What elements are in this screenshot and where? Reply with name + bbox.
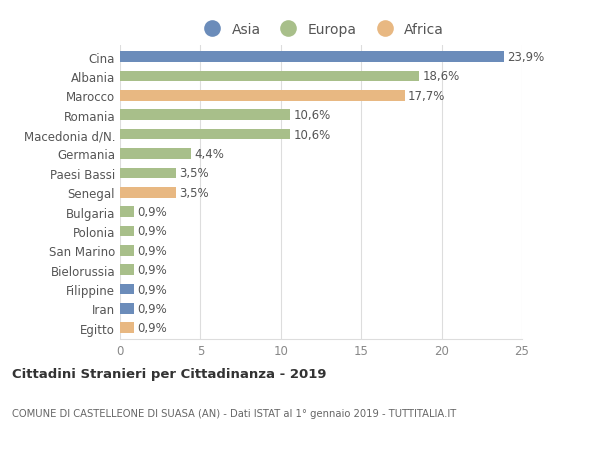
Text: 0,9%: 0,9%: [137, 283, 167, 296]
Text: 0,9%: 0,9%: [137, 225, 167, 238]
Bar: [120, 207, 134, 218]
Text: 3,5%: 3,5%: [179, 167, 209, 180]
Text: 0,9%: 0,9%: [137, 302, 167, 315]
Text: 23,9%: 23,9%: [508, 51, 545, 64]
Text: COMUNE DI CASTELLEONE DI SUASA (AN) - Dati ISTAT al 1° gennaio 2019 - TUTTITALIA: COMUNE DI CASTELLEONE DI SUASA (AN) - Da…: [12, 409, 456, 419]
Bar: [120, 303, 134, 314]
Text: 0,9%: 0,9%: [137, 244, 167, 257]
Bar: [120, 129, 290, 140]
Text: 10,6%: 10,6%: [293, 129, 331, 141]
Text: 0,9%: 0,9%: [137, 263, 167, 277]
Bar: [120, 72, 419, 82]
Bar: [120, 265, 134, 275]
Bar: [120, 187, 176, 198]
Text: 18,6%: 18,6%: [422, 70, 460, 83]
Text: 0,9%: 0,9%: [137, 322, 167, 335]
Bar: [120, 323, 134, 333]
Bar: [120, 284, 134, 295]
Bar: [120, 149, 191, 159]
Bar: [120, 168, 176, 179]
Legend: Asia, Europa, Africa: Asia, Europa, Africa: [193, 17, 449, 43]
Text: 0,9%: 0,9%: [137, 206, 167, 218]
Bar: [120, 52, 505, 63]
Text: 3,5%: 3,5%: [179, 186, 209, 199]
Bar: [120, 110, 290, 121]
Text: 10,6%: 10,6%: [293, 109, 331, 122]
Bar: [120, 226, 134, 237]
Text: 4,4%: 4,4%: [194, 148, 224, 161]
Bar: [120, 246, 134, 256]
Bar: [120, 91, 404, 101]
Text: 17,7%: 17,7%: [408, 90, 445, 103]
Text: Cittadini Stranieri per Cittadinanza - 2019: Cittadini Stranieri per Cittadinanza - 2…: [12, 367, 326, 380]
